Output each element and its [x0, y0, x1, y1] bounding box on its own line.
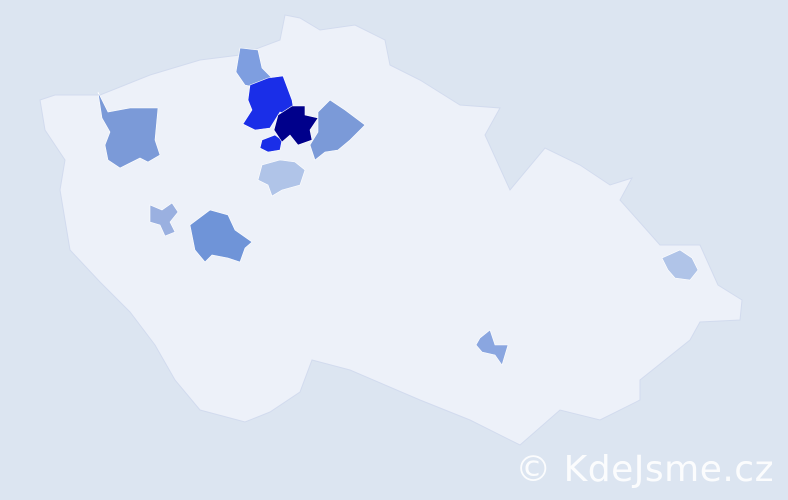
region-darkest[interactable] [273, 105, 319, 146]
region-northeast-of-capital[interactable] [309, 99, 366, 161]
region-bright-blue-south[interactable] [259, 134, 283, 153]
region-bright-blue[interactable] [242, 75, 296, 131]
region-west-small[interactable] [149, 202, 179, 237]
country-outline [39, 14, 743, 446]
region-southeast[interactable] [475, 329, 509, 366]
region-south-central[interactable] [189, 209, 253, 263]
region-central-pale[interactable] [257, 159, 306, 197]
watermark: © KdeJsme.cz [515, 449, 774, 490]
region-northwest[interactable] [97, 91, 161, 169]
region-east[interactable] [661, 249, 699, 281]
